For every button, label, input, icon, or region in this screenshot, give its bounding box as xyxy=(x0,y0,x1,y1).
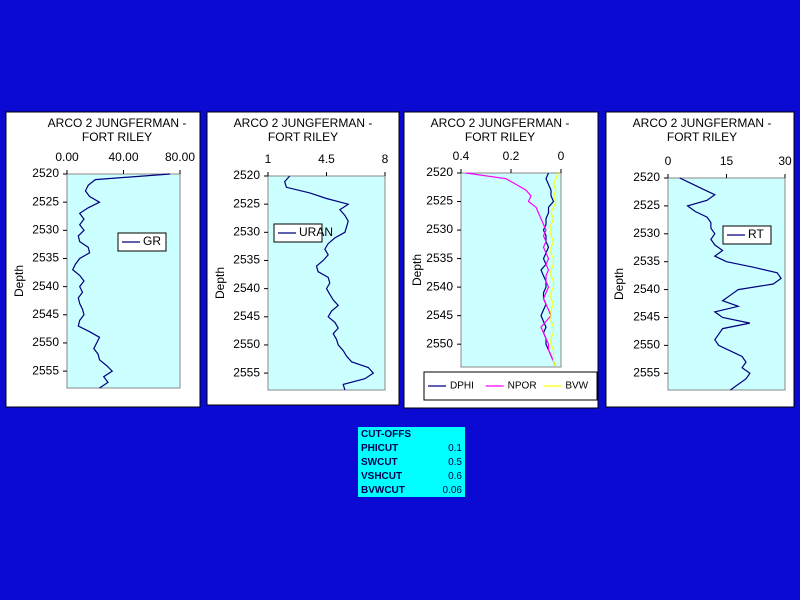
cell: PHICUT xyxy=(361,442,399,454)
y-tick-label: 2525 xyxy=(32,194,59,208)
log-line xyxy=(284,175,375,391)
y-tick-label: 2530 xyxy=(426,222,453,236)
y-tick-label: 2535 xyxy=(233,253,260,267)
y-tick-label: 2535 xyxy=(633,254,660,268)
y-tick-label: 2540 xyxy=(32,279,59,293)
cell: BVWCUT xyxy=(361,484,405,496)
x-tick-label: 15 xyxy=(720,154,734,168)
y-tick-label: 2530 xyxy=(32,222,59,236)
y-tick-label: 2545 xyxy=(426,308,453,322)
y-tick-label: 2530 xyxy=(633,226,660,240)
legend-label: DPHI xyxy=(450,381,474,392)
x-tick-label: 0 xyxy=(558,149,565,163)
y-axis-label: Depth xyxy=(12,265,26,297)
y-tick-label: 2550 xyxy=(32,335,59,349)
y-tick-label: 2540 xyxy=(426,279,453,293)
y-axis-label: Depth xyxy=(213,267,227,299)
plot-area xyxy=(267,175,386,391)
y-tick-label: 2535 xyxy=(426,251,453,265)
y-tick-label: 2520 xyxy=(32,166,59,180)
cell: 0.06 xyxy=(442,484,462,496)
legend-label: URAN xyxy=(299,225,333,239)
x-tick-label: 0.00 xyxy=(55,150,79,164)
x-tick-label: 8 xyxy=(382,152,389,166)
legend-label: BVW xyxy=(565,381,588,392)
y-tick-label: 2520 xyxy=(233,168,260,182)
log-line xyxy=(679,177,782,391)
cell: 0.6 xyxy=(448,470,462,482)
y-tick-label: 2555 xyxy=(233,365,260,379)
y-tick-label: 2520 xyxy=(426,165,453,179)
chart-title: ARCO 2 JUNGFERMAN - xyxy=(48,116,187,130)
y-tick-label: 2540 xyxy=(633,282,660,296)
chart-title: ARCO 2 JUNGFERMAN - xyxy=(633,116,772,130)
legend xyxy=(117,232,167,252)
log-line xyxy=(465,172,557,368)
cell: 0.5 xyxy=(448,456,462,468)
y-tick-label: 2540 xyxy=(233,281,260,295)
y-tick-label: 2545 xyxy=(633,310,660,324)
y-tick-label: 2520 xyxy=(633,170,660,184)
plot-area xyxy=(667,177,786,391)
chart-title: FORT RILEY xyxy=(667,130,737,144)
x-tick-label: 0.2 xyxy=(503,149,520,163)
cell: SWCUT xyxy=(361,456,398,468)
y-tick-label: 2555 xyxy=(633,365,660,379)
x-tick-label: 4.5 xyxy=(318,152,335,166)
y-tick-label: 2555 xyxy=(32,363,59,377)
y-axis-label: Depth xyxy=(410,254,424,286)
y-tick-label: 2525 xyxy=(633,198,660,212)
y-tick-label: 2530 xyxy=(233,224,260,238)
cell: 0.1 xyxy=(448,442,462,454)
y-tick-label: 2545 xyxy=(32,307,59,321)
legend xyxy=(423,371,598,401)
y-tick-label: 2550 xyxy=(233,337,260,351)
y-tick-label: 2545 xyxy=(233,309,260,323)
x-tick-label: 30 xyxy=(778,154,792,168)
log-line xyxy=(550,172,560,368)
x-tick-label: 0 xyxy=(665,154,672,168)
chart-title: FORT RILEY xyxy=(82,130,152,144)
x-tick-label: 1 xyxy=(265,152,272,166)
x-tick-label: 40.00 xyxy=(108,150,138,164)
chart-title: FORT RILEY xyxy=(465,130,535,144)
y-tick-label: 2535 xyxy=(32,251,59,265)
table-title: CUT-OFFS xyxy=(361,428,411,440)
y-tick-label: 2550 xyxy=(633,338,660,352)
legend-label: NPOR xyxy=(508,381,537,392)
cutoff-table: CUT-OFFS PHICUT 0.1 SWCUT 0.5 VSHCUT 0.6 BV… xyxy=(358,427,465,497)
chart-title: FORT RILEY xyxy=(268,130,338,144)
chart-title: ARCO 2 JUNGFERMAN - xyxy=(234,116,373,130)
legend xyxy=(273,223,323,243)
legend-label: RT xyxy=(748,227,764,241)
y-tick-label: 2525 xyxy=(426,194,453,208)
cell: VSHCUT xyxy=(361,470,403,482)
y-tick-label: 2525 xyxy=(233,196,260,210)
chart-title: ARCO 2 JUNGFERMAN - xyxy=(431,116,570,130)
log-line xyxy=(71,173,171,389)
x-tick-label: 80.00 xyxy=(165,150,195,164)
x-tick-label: 0.4 xyxy=(453,149,470,163)
legend-label: GR xyxy=(143,234,161,248)
y-tick-label: 2550 xyxy=(426,336,453,350)
y-axis-label: Depth xyxy=(612,268,626,300)
legend xyxy=(722,225,772,245)
